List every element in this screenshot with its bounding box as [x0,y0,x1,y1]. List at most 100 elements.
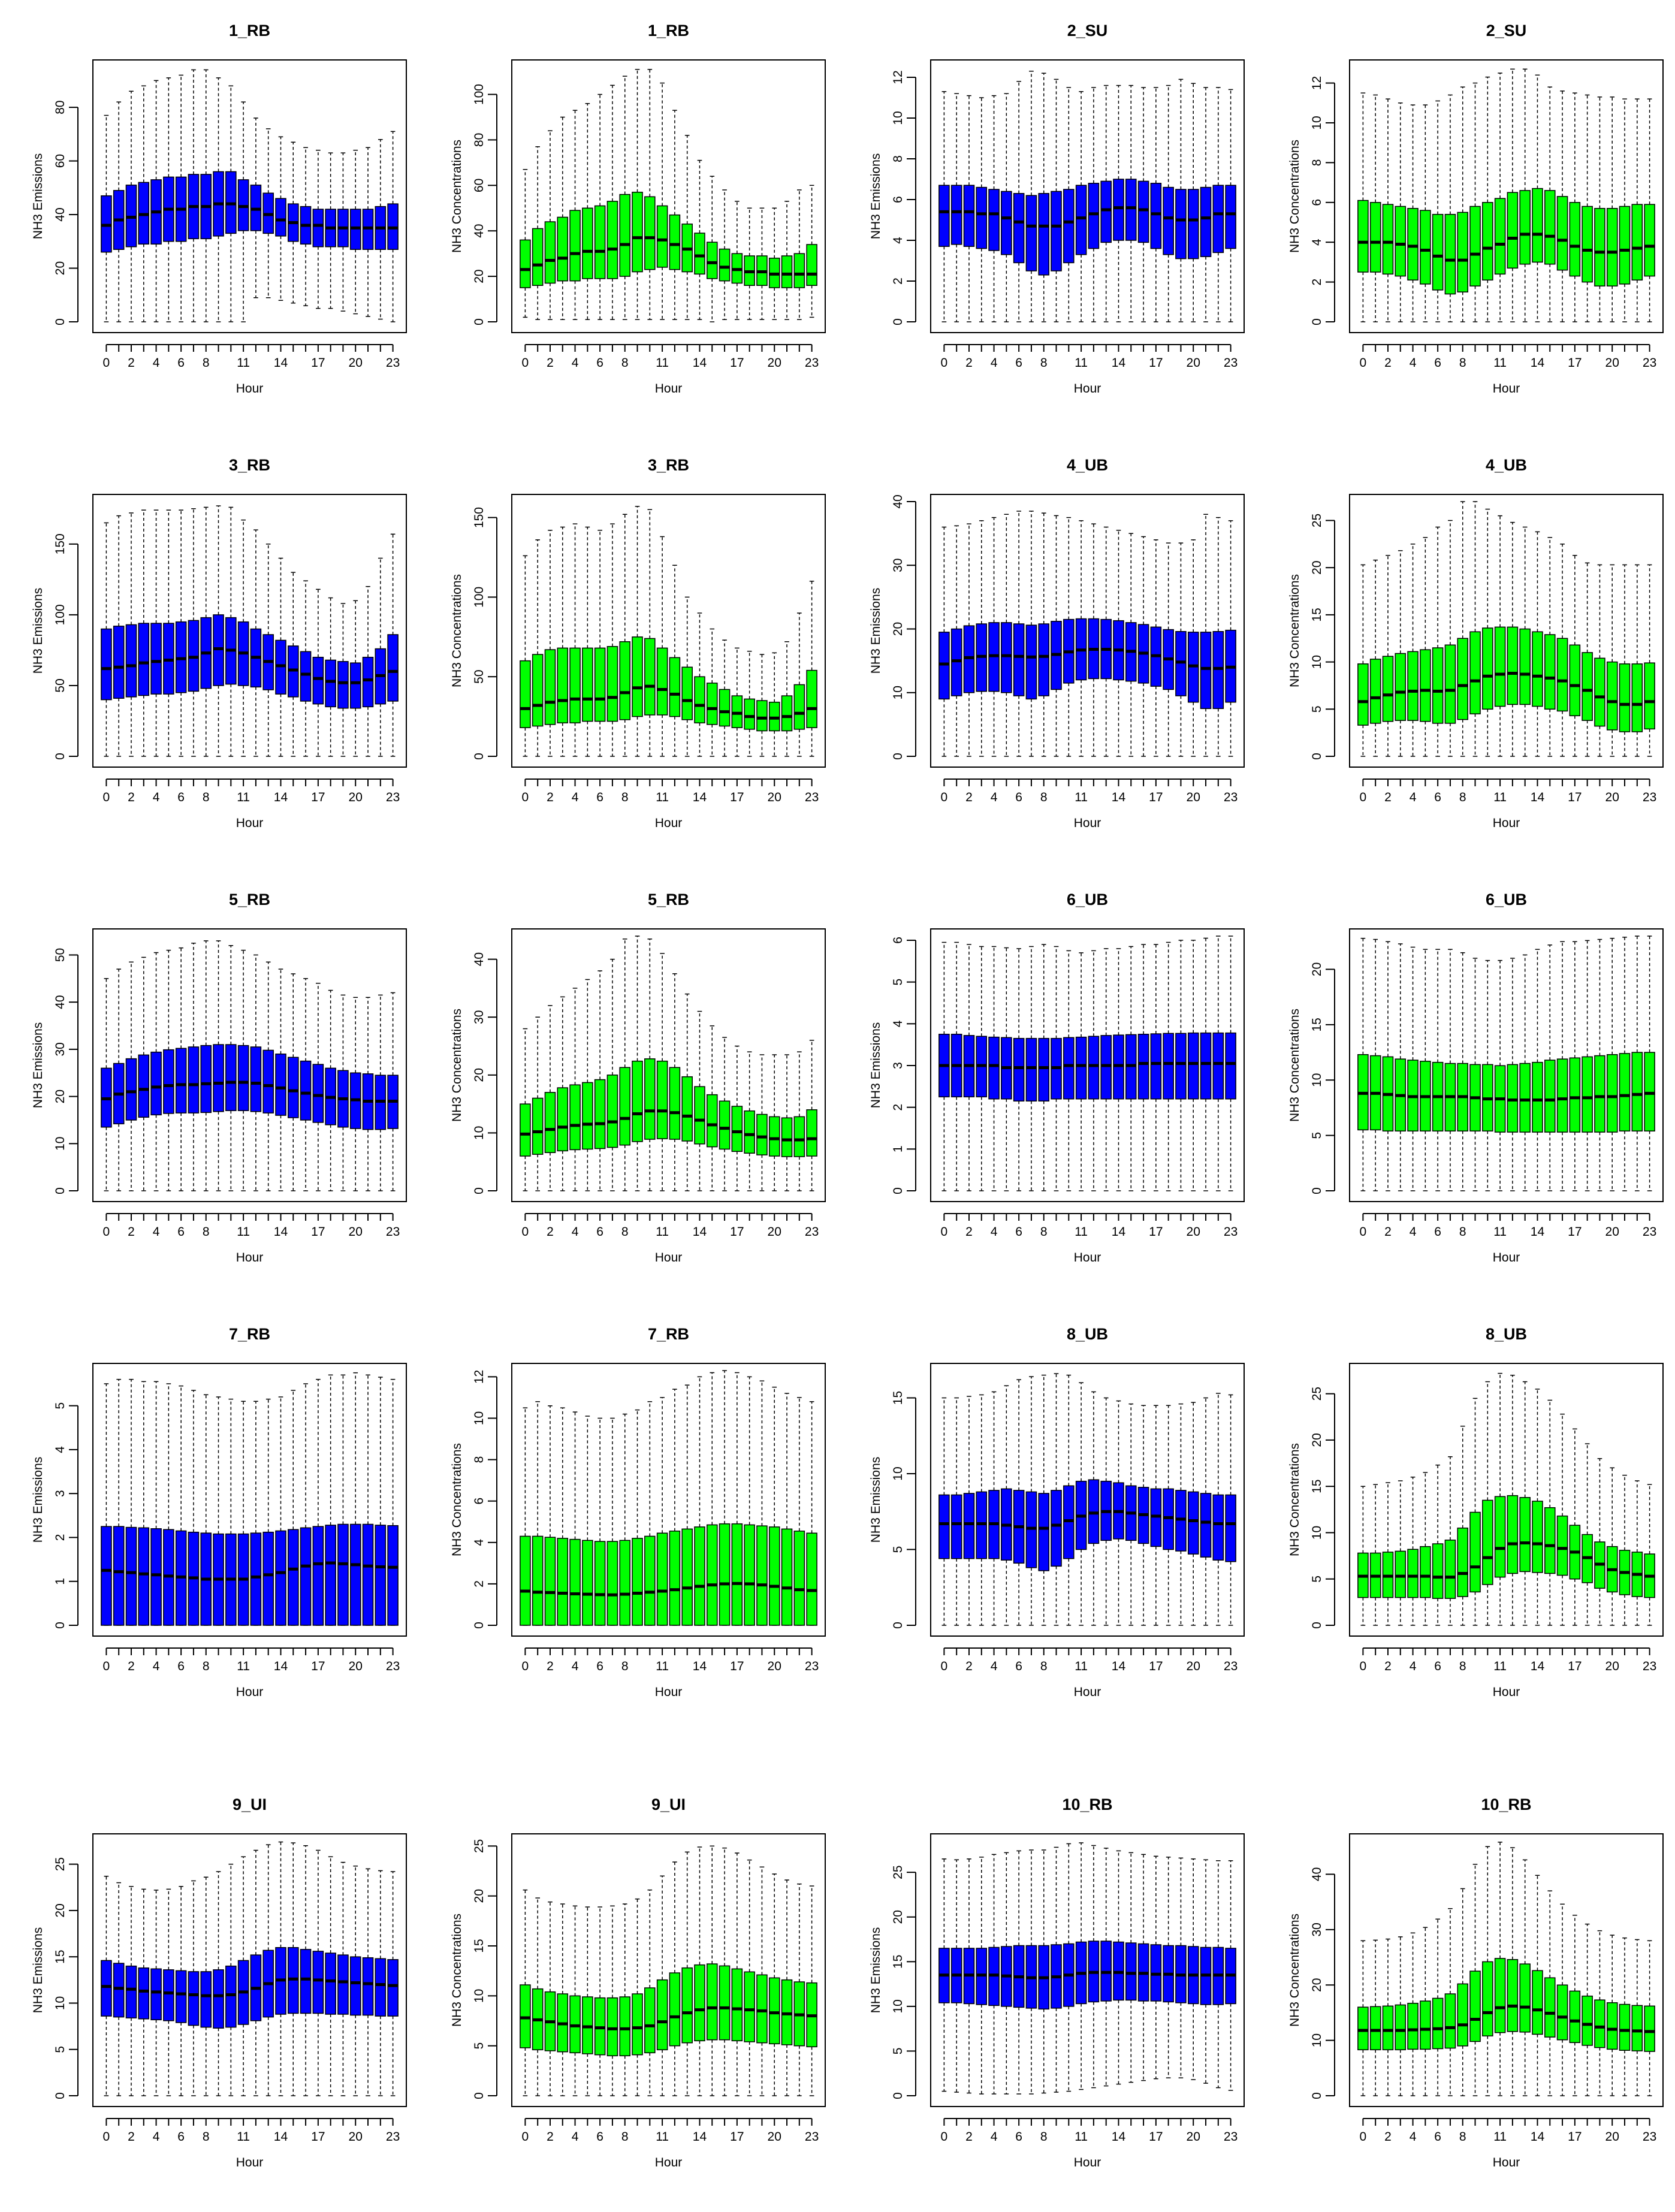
y-tick-label: 4 [891,237,905,244]
box-iqr [1582,1995,1593,2046]
box-iqr [781,1528,793,1626]
box-iqr [1001,622,1012,693]
box-hour [387,533,399,757]
box-iqr [1038,1037,1050,1102]
box-iqr [1556,1515,1568,1576]
box-hour [1544,86,1556,322]
box-iqr [1507,192,1519,269]
box-hour [1519,954,1531,1191]
y-tick-label: 40 [472,224,486,238]
box-hour [1594,1458,1605,1626]
box-hour [1569,1915,1581,2096]
plot-frame [511,1363,826,1637]
x-tick-label: 6 [596,2130,603,2144]
y-tick-label: 20 [1310,561,1324,575]
box-iqr [362,1523,374,1626]
x-tick-label: 17 [311,2130,325,2144]
x-axis-label: Hour [1074,2156,1101,2169]
box-hour [1494,959,1506,1191]
box-iqr [150,1528,162,1626]
y-tick-label: 20 [53,261,67,275]
box-iqr [963,1493,975,1559]
box-iqr [963,625,975,693]
x-tick-label: 14 [1531,2130,1545,2144]
box-hour [1137,944,1149,1191]
box-iqr [1382,2005,1394,2051]
y-tick-label: 5 [1310,1576,1324,1583]
x-tick-label: 11 [1493,2130,1507,2144]
box-hour [175,509,187,757]
box-iqr [1013,1037,1025,1102]
box-iqr [632,636,643,717]
box-hour [312,1849,324,2096]
y-tick-label: 10 [891,1999,905,2013]
y-tick-label: 10 [53,1996,67,2010]
y-tick-label: 40 [472,952,486,966]
box-hour [101,522,112,757]
box-iqr [150,1051,162,1116]
x-tick-label: 8 [1040,356,1048,370]
x-tick-label: 20 [1187,1659,1200,1673]
box-hour [656,1397,668,1626]
box-iqr [387,634,399,702]
box-iqr [1063,1485,1075,1559]
box-hour [606,1417,618,1626]
box-hour [1644,564,1655,757]
box-hour [300,1845,312,2096]
box-hour [656,536,668,757]
box-iqr [1469,1970,1481,2042]
box-hour [237,1856,249,2096]
box-iqr [1444,213,1456,295]
x-tick-label: 2 [1384,1659,1392,1673]
box-iqr [1051,191,1062,271]
box-iqr [1382,204,1394,275]
box-hour [1200,87,1212,322]
x-tick-label: 20 [768,2130,781,2144]
box-hour [300,147,312,306]
x-tick-label: 2 [547,1225,554,1239]
box-iqr [706,683,718,725]
box-iqr [1051,1490,1062,1567]
plot-frame [930,494,1245,768]
x-tick-label: 4 [572,790,579,804]
box-iqr [532,228,544,286]
box-iqr [606,1541,618,1626]
y-tick-label: 12 [472,1370,486,1384]
box-iqr [1420,210,1431,285]
box-hour [275,136,286,301]
boxplot-svg: 8_UB NH3 Concentrations Hour 0 5 10 15 20 25 0 2 4 6… [1288,1325,1664,1699]
box-hour [656,82,668,320]
box-hour [1606,1467,1618,1626]
x-tick-label: 17 [1149,2130,1163,2144]
box-hour [200,1876,212,2096]
x-tick-label: 8 [1459,1659,1466,1673]
box-iqr [1187,1032,1199,1100]
x-tick-label: 14 [1112,2130,1126,2144]
box-hour [163,1888,174,2096]
y-tick-label: 5 [53,2046,67,2053]
box-iqr [619,641,631,720]
box-hour [300,1383,312,1626]
box-hour [1644,98,1655,322]
box-hour [1369,938,1381,1191]
x-tick-label: 20 [768,1659,781,1673]
x-tick-label: 8 [203,356,210,370]
chart-panel: 4_UB NH3 Concentrations Hour 0 5 10 15 20 25 0 2 4 6… [1257,434,1675,873]
box-hour [1051,1846,1062,2093]
x-tick-label: 14 [1112,790,1126,804]
box-hour [1150,1855,1162,2080]
box-iqr [1582,1056,1593,1133]
box-iqr [1407,207,1419,281]
box-hour [312,1378,324,1626]
box-hour [1382,1938,1394,2096]
x-tick-label: 8 [1459,1225,1466,1239]
x-tick-label: 8 [621,2130,629,2144]
box-hour [520,1407,531,1626]
x-tick-label: 0 [522,1659,529,1673]
plot-frame [1349,928,1664,1202]
x-tick-label: 17 [1149,356,1163,370]
box-hour [237,101,249,322]
y-tick-label: 100 [53,604,67,625]
box-iqr [520,239,531,288]
box-iqr [1631,2005,1643,2051]
